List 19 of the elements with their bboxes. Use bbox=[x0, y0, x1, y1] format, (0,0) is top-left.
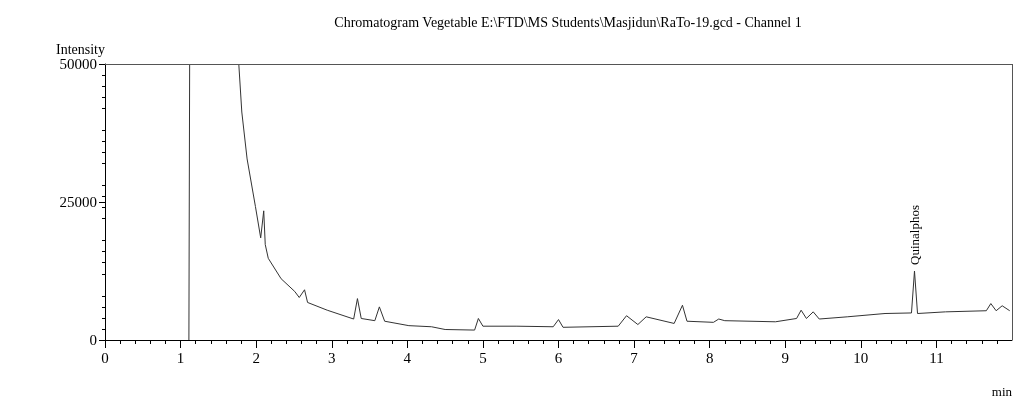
y-axis-title: Intensity bbox=[56, 42, 105, 58]
x-tick-label: 1 bbox=[176, 349, 185, 366]
x-tick-label: 7 bbox=[630, 349, 639, 366]
x-tick-label: 10 bbox=[853, 349, 869, 366]
x-tick-label: 0 bbox=[101, 349, 109, 366]
x-axis-title: min bbox=[991, 384, 1013, 399]
x-tick-label: 6 bbox=[554, 349, 563, 366]
x-tick-label: 5 bbox=[479, 349, 487, 366]
x-tick-label: 2 bbox=[252, 349, 260, 366]
annotation: Quinalphos bbox=[907, 205, 922, 265]
x-tick-label: 11 bbox=[929, 349, 944, 366]
y-tick-label: 0 bbox=[89, 332, 97, 348]
x-tick-label: 8 bbox=[705, 349, 714, 366]
y-tick-label: 50000 bbox=[59, 56, 97, 72]
y-tick-label: 25000 bbox=[59, 194, 97, 210]
x-tick-label: 4 bbox=[403, 349, 412, 366]
x-tick-label: 9 bbox=[781, 349, 789, 366]
chart-title: Chromatogram Vegetable E:\FTD\MS Students\Masjidun\RaTo-19.gcd - Channel 1 bbox=[334, 14, 802, 30]
x-tick-label: 3 bbox=[328, 349, 336, 366]
